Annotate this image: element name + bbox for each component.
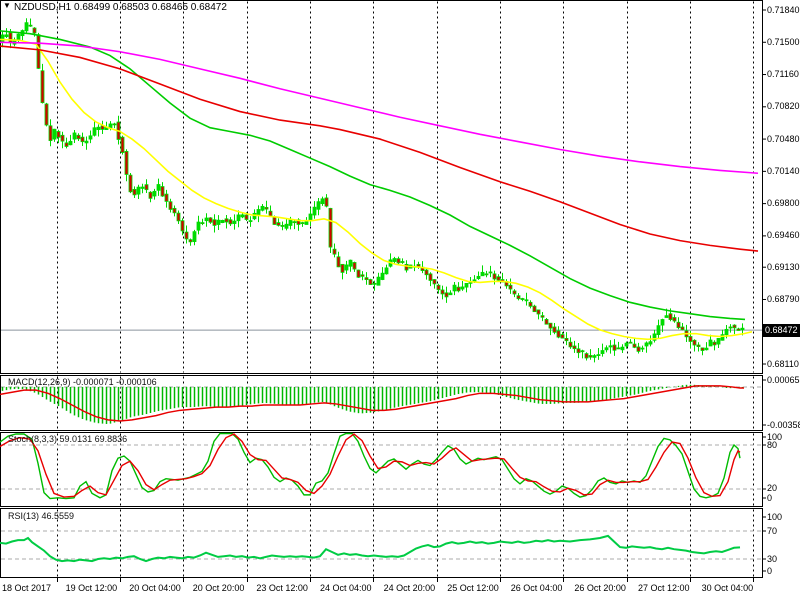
current-price-badge: 0.68472 (762, 324, 800, 337)
price-axis-label: 0.68790 (767, 293, 800, 304)
price-axis-label: 0.71160 (767, 69, 799, 80)
rsi-indicator-label: RSI(13) 46.5559 (8, 511, 74, 521)
stoch-axis-label: 20 (767, 483, 778, 494)
macd-name: MACD(12,26,9) (8, 377, 71, 387)
time-axis-label: 19 Oct 12:00 (65, 583, 118, 593)
price-axis-label: 0.70480 (767, 133, 800, 144)
macd-axis-label: 0.000653 (767, 374, 800, 385)
rsi-axis-label: 70 (767, 525, 778, 536)
macd-histogram (1, 384, 744, 424)
rsi-line (0, 534, 741, 563)
time-axis-label: 25 Oct 12:00 (447, 583, 499, 593)
macd-signal-line (0, 385, 744, 422)
macd-axis-label: -0.003582 (767, 419, 800, 430)
axis-ticks (57, 9, 766, 582)
price-axis-label: 0.70140 (767, 165, 800, 176)
stoch-name: Stoch(8,3,3) (8, 434, 58, 444)
stoch-axis-label: 0 (767, 492, 773, 503)
ma-magenta-slowest (0, 41, 759, 175)
time-axis-label: 24 Oct 04:00 (320, 583, 372, 593)
rsi-axis-label: 30 (767, 553, 778, 564)
symbol-dropdown-icon[interactable]: ▼ (3, 1, 11, 10)
main-price-panel[interactable] (0, 0, 763, 374)
time-axis-label: 30 Oct 04:00 (701, 583, 754, 593)
price-axis-label: 0.68110 (767, 358, 799, 369)
candles-series (0, 18, 745, 363)
time-axis-label: 20 Oct 04:00 (129, 583, 181, 593)
rsi-panel[interactable] (0, 508, 763, 578)
ma-yellow-fast (0, 38, 753, 341)
ma-green-mid (0, 30, 746, 321)
time-axis-label: 20 Oct 20:00 (192, 583, 245, 593)
rsi-axis-label: 0 (767, 565, 773, 576)
time-axis-label: 26 Oct 20:00 (574, 583, 626, 593)
time-axis-label: 24 Oct 20:00 (383, 583, 436, 593)
time-axis-label: 26 Oct 04:00 (510, 583, 563, 593)
time-axis-label: 23 Oct 12:00 (256, 583, 308, 593)
symbol-header: NZDUSD,H1 0.68499 0.68503 0.68465 0.6847… (14, 2, 227, 13)
price-axis-label: 0.69800 (767, 198, 800, 209)
stoch-values: 59.0131 69.8836 (59, 434, 128, 444)
macd-indicator-label: MACD(12,26,9) -0.000071 -0.000106 (8, 377, 157, 387)
price-axis-label: 0.69460 (767, 230, 800, 241)
stoch-axis-label: 80 (767, 439, 778, 450)
time-axis-label: 18 Oct 2017 (2, 583, 52, 593)
rsi-name: RSI(13) (8, 511, 40, 521)
rsi-values: 46.5559 (41, 511, 75, 521)
price-axis-label: 0.70820 (767, 101, 800, 112)
stoch-signal-line (0, 433, 741, 498)
ma-red-slow (0, 45, 759, 252)
stoch-indicator-label: Stoch(8,3,3) 59.0131 69.8836 (8, 434, 127, 444)
macd-values: -0.000071 -0.000106 (73, 377, 157, 387)
time-axis-label: 27 Oct 12:00 (638, 583, 690, 593)
price-axis-label: 0.71840 (767, 4, 800, 15)
macd-panel[interactable] (0, 375, 763, 431)
price-axis-label: 0.71500 (767, 36, 800, 47)
price-axis-label: 0.69130 (767, 261, 800, 272)
rsi-axis-label: 100 (767, 511, 783, 522)
stoch-axis-label: 100 (767, 431, 783, 442)
